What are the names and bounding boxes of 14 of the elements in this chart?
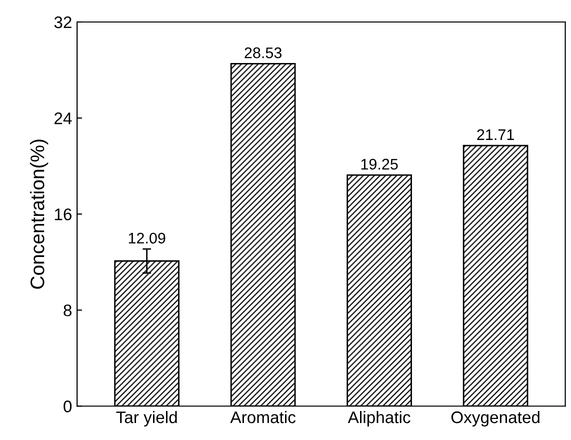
x-tick-label: Aliphatic [348,410,410,427]
data-label: 19.25 [361,158,398,170]
data-label: 21.71 [477,129,514,140]
y-tick-label: 24 [54,112,72,124]
y-tick-label: 16 [54,208,72,220]
y-tick-label: 32 [54,16,72,28]
x-tick-label: Oxygenated [451,410,540,427]
data-label: 12.09 [128,232,166,244]
x-tick-label: Aromatic [230,410,296,424]
y-tick-label: 8 [64,304,72,316]
data-label: 28.53 [244,47,282,58]
x-tick-label: Tar yield [116,410,177,427]
y-axis-title: Concentration(%) [30,140,48,289]
y-tick-label: 0 [64,400,72,412]
